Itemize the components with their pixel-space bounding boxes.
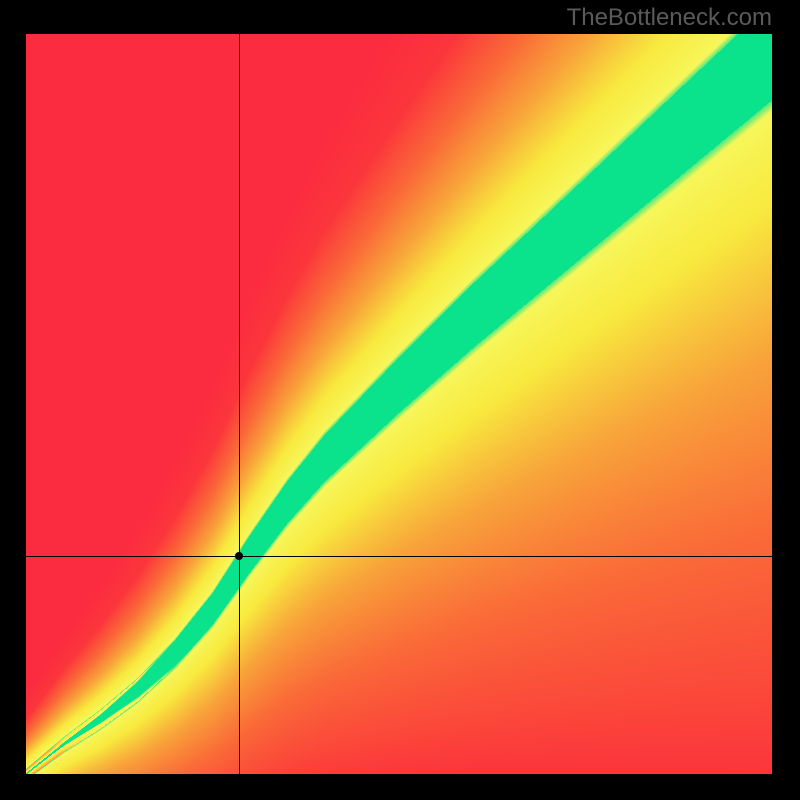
watermark-text: TheBottleneck.com xyxy=(567,4,772,32)
heatmap-plot xyxy=(26,34,772,774)
heatmap-canvas xyxy=(26,34,772,774)
crosshair-horizontal xyxy=(26,556,772,557)
crosshair-vertical xyxy=(239,34,240,774)
marker-dot xyxy=(235,552,243,560)
chart-frame: TheBottleneck.com xyxy=(0,0,800,800)
